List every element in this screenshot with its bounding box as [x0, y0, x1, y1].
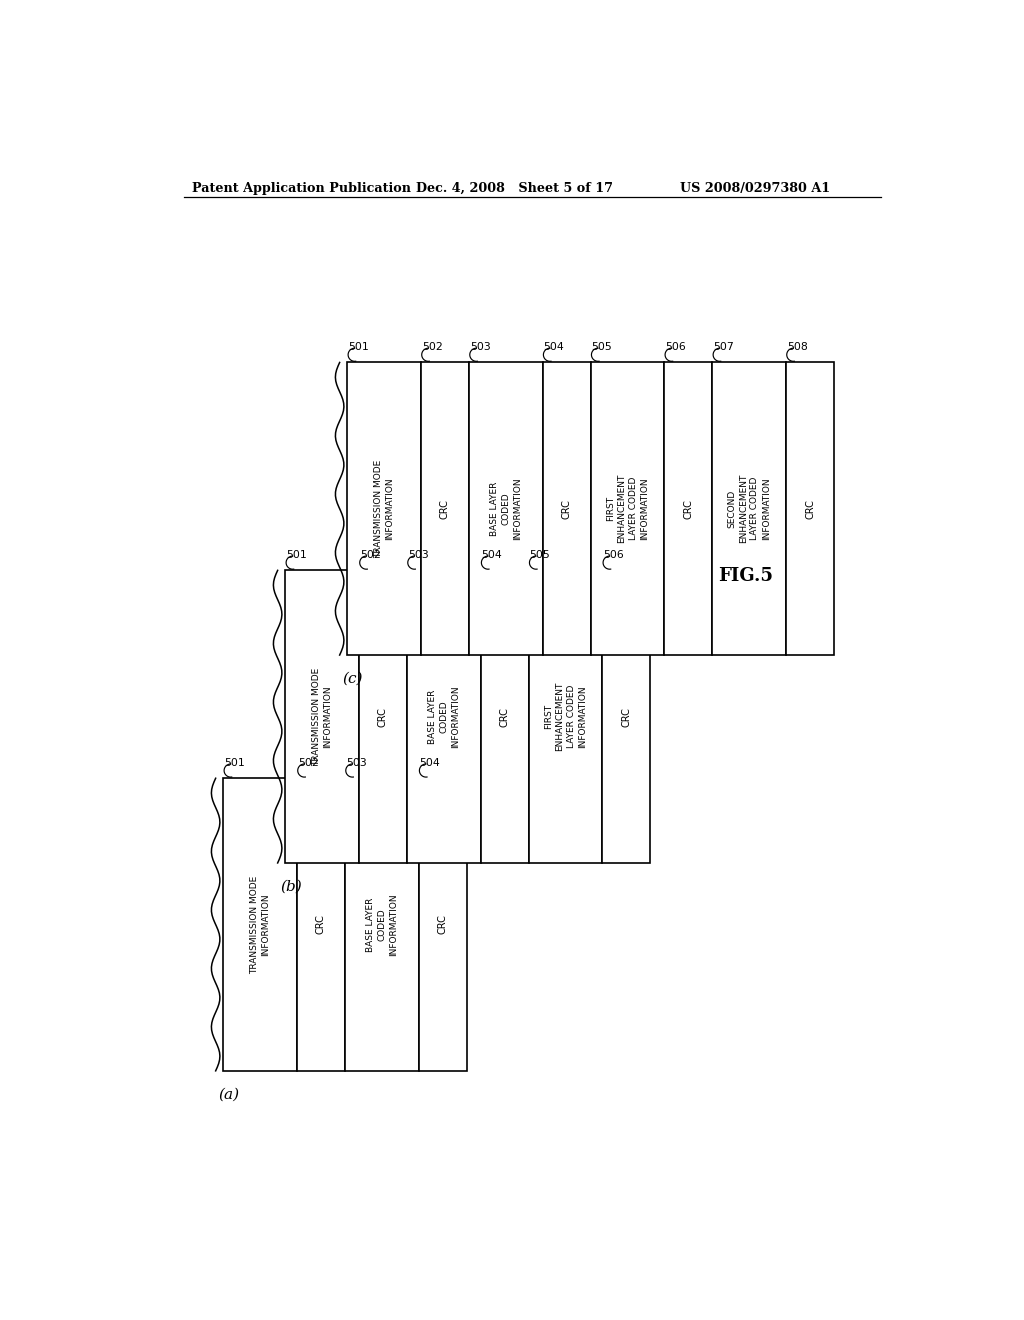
Text: 504: 504: [544, 342, 564, 352]
Text: CRC: CRC: [440, 499, 450, 519]
Text: 504: 504: [481, 550, 502, 561]
Text: SECOND
ENHANCEMENT
LAYER CODED
INFORMATION: SECOND ENHANCEMENT LAYER CODED INFORMATI…: [727, 474, 771, 544]
Text: TRANSMISSION MODE
INFORMATION: TRANSMISSION MODE INFORMATION: [250, 875, 270, 974]
Bar: [347, 363, 421, 655]
Text: (b): (b): [280, 880, 302, 894]
Bar: [713, 363, 786, 655]
Text: 502: 502: [298, 758, 318, 768]
Text: 504: 504: [420, 758, 440, 768]
Text: 502: 502: [422, 342, 442, 352]
Text: 505: 505: [592, 342, 612, 352]
Text: (c): (c): [342, 672, 362, 686]
Text: 508: 508: [786, 342, 808, 352]
Text: 503: 503: [346, 758, 367, 768]
Text: BASE LAYER
CODED
INFORMATION: BASE LAYER CODED INFORMATION: [489, 478, 522, 540]
Bar: [223, 779, 297, 1071]
Bar: [419, 779, 467, 1071]
Text: 503: 503: [408, 550, 428, 561]
Text: CRC: CRC: [561, 499, 571, 519]
Bar: [345, 779, 419, 1071]
Text: CRC: CRC: [683, 499, 693, 519]
Text: 502: 502: [359, 550, 381, 561]
Text: TRANSMISSION MODE
INFORMATION: TRANSMISSION MODE INFORMATION: [312, 668, 333, 766]
Text: Dec. 4, 2008   Sheet 5 of 17: Dec. 4, 2008 Sheet 5 of 17: [417, 182, 613, 194]
Text: 505: 505: [529, 550, 550, 561]
Text: TRANSMISSION MODE
INFORMATION: TRANSMISSION MODE INFORMATION: [374, 459, 394, 558]
Bar: [543, 363, 591, 655]
Bar: [602, 570, 650, 863]
Bar: [591, 363, 665, 655]
Bar: [528, 570, 602, 863]
Bar: [407, 570, 480, 863]
Bar: [480, 570, 528, 863]
Bar: [665, 363, 713, 655]
Bar: [359, 570, 407, 863]
Text: Patent Application Publication: Patent Application Publication: [191, 182, 411, 194]
Text: 501: 501: [348, 342, 369, 352]
Bar: [786, 363, 834, 655]
Bar: [286, 570, 359, 863]
Text: FIRST
ENHANCEMENT
LAYER CODED
INFORMATION: FIRST ENHANCEMENT LAYER CODED INFORMATIO…: [606, 474, 649, 544]
Text: 507: 507: [713, 342, 734, 352]
Text: US 2008/0297380 A1: US 2008/0297380 A1: [680, 182, 829, 194]
Text: (a): (a): [218, 1088, 240, 1102]
Text: 501: 501: [286, 550, 307, 561]
Text: FIG.5: FIG.5: [719, 566, 773, 585]
Text: CRC: CRC: [622, 706, 632, 726]
Text: CRC: CRC: [316, 915, 326, 935]
Text: 506: 506: [603, 550, 624, 561]
Text: BASE LAYER
CODED
INFORMATION: BASE LAYER CODED INFORMATION: [428, 685, 460, 748]
Bar: [421, 363, 469, 655]
Text: 503: 503: [470, 342, 490, 352]
Text: 501: 501: [224, 758, 245, 768]
Text: CRC: CRC: [805, 499, 815, 519]
Text: CRC: CRC: [500, 706, 510, 726]
Text: CRC: CRC: [437, 915, 447, 935]
Text: 506: 506: [665, 342, 686, 352]
Bar: [297, 779, 345, 1071]
Text: CRC: CRC: [378, 706, 388, 726]
Bar: [469, 363, 543, 655]
Text: FIRST
ENHANCEMENT
LAYER CODED
INFORMATION: FIRST ENHANCEMENT LAYER CODED INFORMATIO…: [544, 682, 587, 751]
Text: BASE LAYER
CODED
INFORMATION: BASE LAYER CODED INFORMATION: [366, 894, 397, 956]
